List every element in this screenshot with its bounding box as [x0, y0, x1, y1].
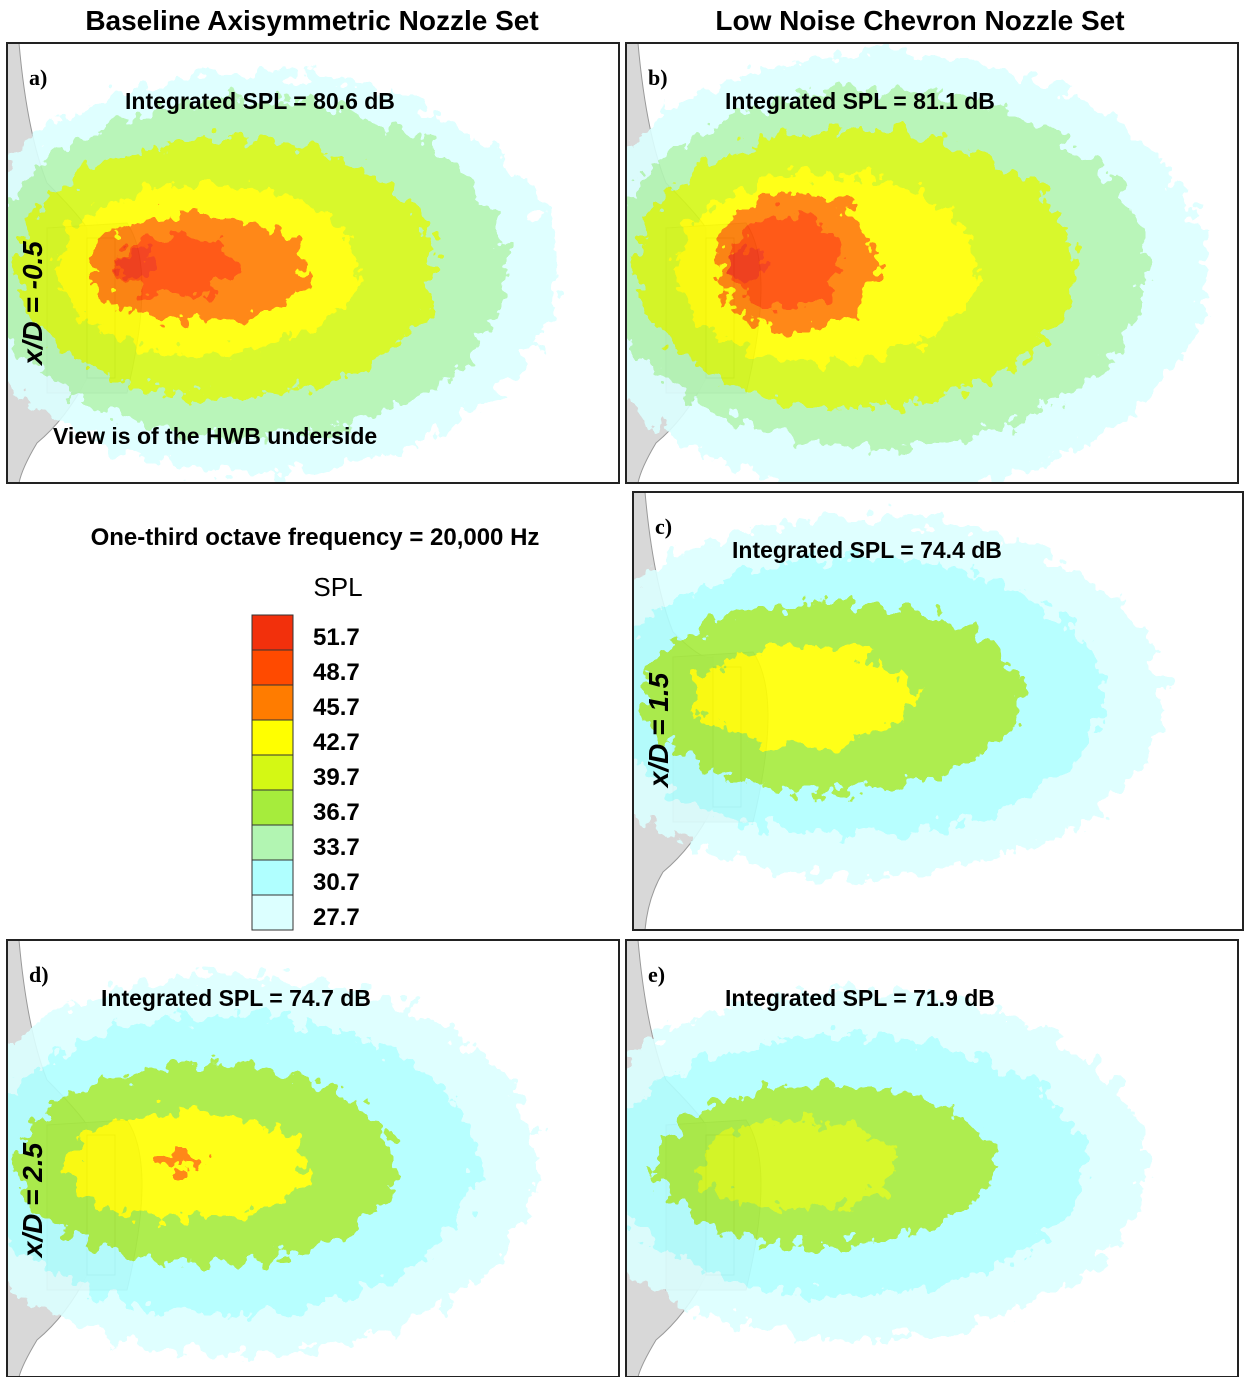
integrated-spl: Integrated SPL = 81.1 dB	[725, 88, 995, 114]
legend-swatch	[251, 754, 294, 791]
legend-swatch	[251, 894, 294, 931]
panel-border	[632, 491, 1244, 931]
panel-border	[6, 939, 620, 1377]
panel: e) Integrated SPL = 71.9 dB	[625, 939, 1239, 1377]
legend-swatch	[251, 649, 294, 686]
contour-level	[728, 250, 764, 280]
column-header: Low Noise Chevron Nozzle Set	[715, 5, 1124, 36]
legend-swatch	[251, 684, 294, 721]
spl-contours	[7, 73, 557, 473]
legend-value: 48.7	[313, 659, 360, 686]
contour-level	[117, 235, 237, 295]
legend-value: 30.7	[313, 869, 360, 896]
xd-label: x/D = 1.5	[643, 672, 674, 789]
panel-border	[625, 939, 1239, 1377]
panel-note: View is of the HWB underside	[53, 423, 377, 449]
contour-level	[696, 1120, 896, 1210]
legend-swatch	[251, 824, 294, 861]
spl-contours	[626, 990, 1146, 1340]
panel: b) Integrated SPL = 81.1 dB	[625, 42, 1239, 484]
contour-level	[119, 251, 155, 279]
panel-label: b)	[648, 65, 668, 90]
panel-content	[7, 43, 619, 483]
panel: a) Integrated SPL = 80.6 dB x/D = -0.5 View…	[6, 42, 620, 484]
contour-level	[693, 647, 913, 747]
legend-swatch	[251, 614, 294, 651]
legend-swatch	[251, 859, 294, 896]
spl-contours	[7, 975, 537, 1355]
panel-content	[626, 43, 1238, 483]
legend-swatch	[251, 719, 294, 756]
legend-value: 51.7	[313, 624, 360, 651]
panel-content	[626, 940, 1238, 1377]
contour-level	[147, 1154, 207, 1170]
integrated-spl: Integrated SPL = 74.4 dB	[732, 537, 1002, 563]
legend-value: 36.7	[313, 799, 360, 826]
legend-value: 27.7	[313, 904, 360, 931]
spl-contours	[633, 517, 1163, 877]
legend-name: SPL	[313, 572, 362, 602]
integrated-spl: Integrated SPL = 80.6 dB	[125, 88, 395, 114]
integrated-spl: Integrated SPL = 74.7 dB	[101, 985, 371, 1011]
panel: d) Integrated SPL = 74.7 dB x/D = 2.5	[6, 939, 620, 1377]
legend-value: 33.7	[313, 834, 360, 861]
panel-border	[625, 42, 1239, 484]
panel-label: d)	[29, 962, 49, 987]
column-header: Baseline Axisymmetric Nozzle Set	[85, 5, 538, 36]
panel-content	[633, 492, 1243, 930]
legend-value: 45.7	[313, 694, 360, 721]
panel-label: c)	[655, 514, 672, 539]
integrated-spl: Integrated SPL = 71.9 dB	[725, 985, 995, 1011]
spl-contours	[626, 53, 1206, 483]
panel: c) Integrated SPL = 74.4 dB x/D = 1.5	[632, 491, 1244, 931]
legend-value: 42.7	[313, 729, 360, 756]
legend-swatch	[251, 789, 294, 826]
panel-content	[7, 940, 619, 1377]
legend-title: One-third octave frequency = 20,000 Hz	[91, 524, 540, 551]
panel-border	[6, 42, 620, 484]
legend-value: 39.7	[313, 764, 360, 791]
xd-label: x/D = 2.5	[17, 1142, 48, 1259]
xd-label: x/D = -0.5	[17, 241, 48, 367]
panel-label: a)	[29, 65, 47, 90]
panel-label: e)	[648, 962, 665, 987]
contour-level	[731, 213, 841, 309]
